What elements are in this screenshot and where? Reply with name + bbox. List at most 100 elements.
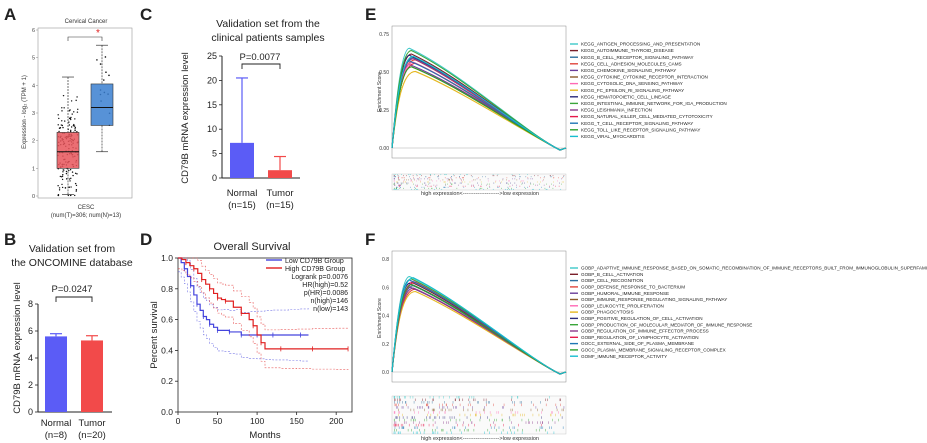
a-point [74, 172, 77, 175]
b-bar [81, 340, 103, 412]
c-cat-1: Tumor [266, 188, 293, 199]
a-point [60, 176, 63, 178]
c-pvalue: P=0.0077 [240, 52, 281, 63]
d-xtick-label: 50 [213, 416, 223, 426]
b-sub-0: (n=8) [45, 430, 67, 441]
e-xlabel: high expression<-------------------->low… [421, 191, 539, 197]
f-legend-label: GOBP_REGULATION_OF_IMMUNE_EFFECTOR_PROCE… [581, 329, 709, 334]
a-point [64, 120, 66, 122]
a-point [62, 94, 65, 97]
b-title-line1: Validation set from [29, 243, 115, 255]
a-point [69, 130, 72, 133]
a-point [74, 118, 76, 120]
b-ytick-label: 8 [28, 299, 33, 309]
a-point [59, 175, 62, 178]
a-point [57, 124, 59, 126]
e-frame [391, 25, 567, 159]
f-legend-label: GOBP_HUMORAL_IMMUNE_RESPONSE [581, 291, 669, 296]
f-legend-label: GOBP_IMMUNE_RESPONSE_REGULATING_SIGNALIN… [581, 297, 727, 302]
f-es-curve [391, 280, 567, 375]
c-sub-0: (n=15) [228, 200, 256, 211]
e-es-curve [391, 66, 567, 151]
f-es-curve [391, 279, 567, 375]
a-point [61, 183, 63, 186]
panel-label-f: F [365, 230, 375, 249]
d-ytick-label: 0.6 [161, 315, 173, 325]
b-ytick-label: 2 [28, 380, 33, 390]
d-title: Overall Survival [213, 241, 290, 253]
a-box [56, 132, 80, 169]
a-point [102, 79, 105, 81]
d-ylabel: Percent survival [149, 301, 160, 369]
c-ylabel: CD79B mRNA expression level [180, 52, 191, 183]
d-stat-0: Logrank p=0.0076 [291, 274, 348, 281]
a-point [72, 174, 74, 177]
f-es-curve [391, 286, 567, 375]
f-legend-label: GOBP_DEFENSE_RESPONSE_TO_BACTERIUM [581, 285, 685, 290]
e-es-curve [391, 60, 567, 151]
d-legend-high: High CD79B Group [285, 266, 345, 273]
e-es-curve [391, 55, 567, 151]
f-frame [391, 250, 567, 383]
d-ci-lower [178, 271, 309, 362]
b-ytick-label: 6 [28, 326, 33, 336]
a-point [62, 126, 64, 129]
a-point [105, 71, 107, 74]
a-point [76, 111, 79, 113]
a-point [75, 189, 78, 191]
panel-label-e: E [365, 5, 376, 24]
f-legend-label: GOBP_PHAGOCYTOSIS [581, 310, 634, 315]
e-legend-label: KEGG_LEISHMANIA_INFECTION [581, 108, 652, 113]
a-point [74, 182, 77, 185]
d-frame [177, 257, 353, 413]
a-point [61, 124, 64, 127]
e-legend-label: KEGG_B_CELL_RECEPTOR_SIGNALING_PATHWAY [581, 55, 694, 60]
e-legend-label: KEGG_CYTOKINE_CYTOKINE_RECEPTOR_INTERACT… [581, 75, 708, 80]
e-legend-label: KEGG_FC_EPSILON_RI_SIGNALING_PATHWAY [581, 88, 684, 93]
f-ytick-label: 0.0 [382, 370, 389, 376]
a-point [65, 172, 68, 175]
c-ytick-label: 0 [212, 173, 217, 183]
f-xlabel: high expression<-------------------->low… [421, 436, 539, 442]
a-ytick-label: 3 [32, 111, 35, 117]
a-point [73, 123, 75, 126]
e-legend-label: KEGG_AUTOIMMUNE_THYROID_DISEASE [581, 48, 674, 53]
f-ytick-label: 0.8 [382, 257, 389, 263]
a-point [70, 118, 72, 121]
a-point [108, 74, 110, 77]
a-point [57, 114, 59, 116]
a-point [71, 113, 73, 115]
a-point [74, 129, 76, 132]
a-ytick-label: 4 [32, 83, 35, 89]
c-ytick-label: 5 [212, 149, 217, 159]
d-legend-low: Low CD79B Group [285, 258, 344, 265]
a-point [58, 130, 60, 133]
f-legend-label: GOBP_CELL_RECOGNITION [581, 278, 643, 283]
f-legend-label: GOBP_B_CELL_ACTIVATION [581, 272, 643, 277]
f-legend-label: GOMF_IMMUNE_RECEPTOR_ACTIVITY [581, 354, 667, 359]
c-sig-bracket [241, 63, 281, 69]
a-point [70, 100, 73, 102]
a-point [75, 190, 77, 192]
e-legend-label: KEGG_VIRAL_MYOCARDITIS [581, 134, 645, 139]
a-ytick-label: 5 [32, 56, 35, 62]
a-frame [37, 27, 133, 199]
a-point [69, 169, 72, 171]
e-ytick-label: 0.50 [379, 70, 389, 76]
a-point [70, 186, 72, 188]
a-point [68, 121, 70, 123]
e-es-curve [391, 59, 567, 151]
a-point [61, 178, 64, 181]
a-point [58, 189, 61, 191]
e-legend-label: KEGG_CHEMOKINE_SIGNALING_PATHWAY [581, 68, 676, 73]
a-point [69, 194, 72, 197]
f-ytick-label: 0.4 [382, 314, 389, 320]
a-ytick-label: 1 [32, 166, 35, 172]
d-xtick-label: 100 [250, 416, 264, 426]
f-hit-strip [391, 395, 567, 435]
e-legend-label: KEGG_CELL_ADHESION_MOLECULES_CAMS [581, 61, 682, 66]
c-bar [268, 170, 292, 178]
a-point [61, 186, 64, 189]
b-title-line2: the ONCOMINE database [11, 257, 133, 269]
